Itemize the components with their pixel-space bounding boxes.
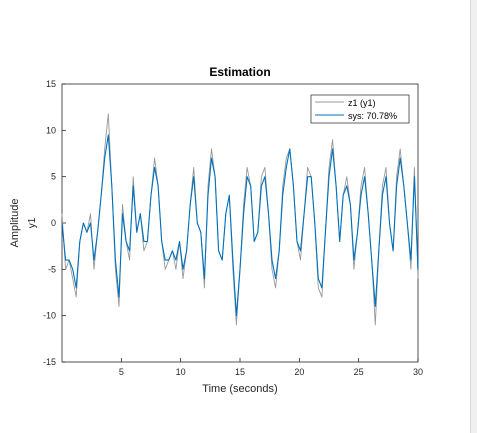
x-tick-label: 25 bbox=[354, 367, 364, 377]
y-tick-label: 0 bbox=[51, 218, 56, 228]
x-tick-label: 15 bbox=[235, 367, 245, 377]
right-panel-edge bbox=[470, 0, 477, 433]
legend-label-model: sys: 70.78% bbox=[348, 111, 397, 121]
y-tick-label: -15 bbox=[43, 357, 56, 367]
x-tick-label: 5 bbox=[119, 367, 124, 377]
legend-label-measured: z1 (y1) bbox=[348, 98, 376, 108]
y-axis-inner-label: y1 bbox=[27, 217, 38, 228]
x-tick-label: 10 bbox=[176, 367, 186, 377]
y-tick-label: -5 bbox=[48, 264, 56, 274]
axes-box bbox=[61, 83, 419, 363]
x-tick-label: 20 bbox=[294, 367, 304, 377]
legend-box bbox=[310, 94, 410, 124]
y-axis-outer-label: Amplitude bbox=[9, 199, 21, 248]
x-axis-label: Time (seconds) bbox=[202, 383, 277, 395]
chart-title: Estimation bbox=[209, 65, 270, 79]
x-tick-label: 30 bbox=[413, 367, 423, 377]
y-tick-label: 5 bbox=[51, 172, 56, 182]
y-tick-label: 15 bbox=[46, 79, 56, 89]
ticks-layer: 5 10 15 20 25 30 -15 -10 -5 0 5 10 15 bbox=[43, 79, 423, 377]
y-tick-label: 10 bbox=[46, 125, 56, 135]
series-layer bbox=[61, 113, 419, 326]
y-tick-label: -10 bbox=[43, 311, 56, 321]
series-line-model bbox=[61, 134, 419, 317]
legend: z1 (y1) sys: 70.78% bbox=[310, 94, 410, 124]
